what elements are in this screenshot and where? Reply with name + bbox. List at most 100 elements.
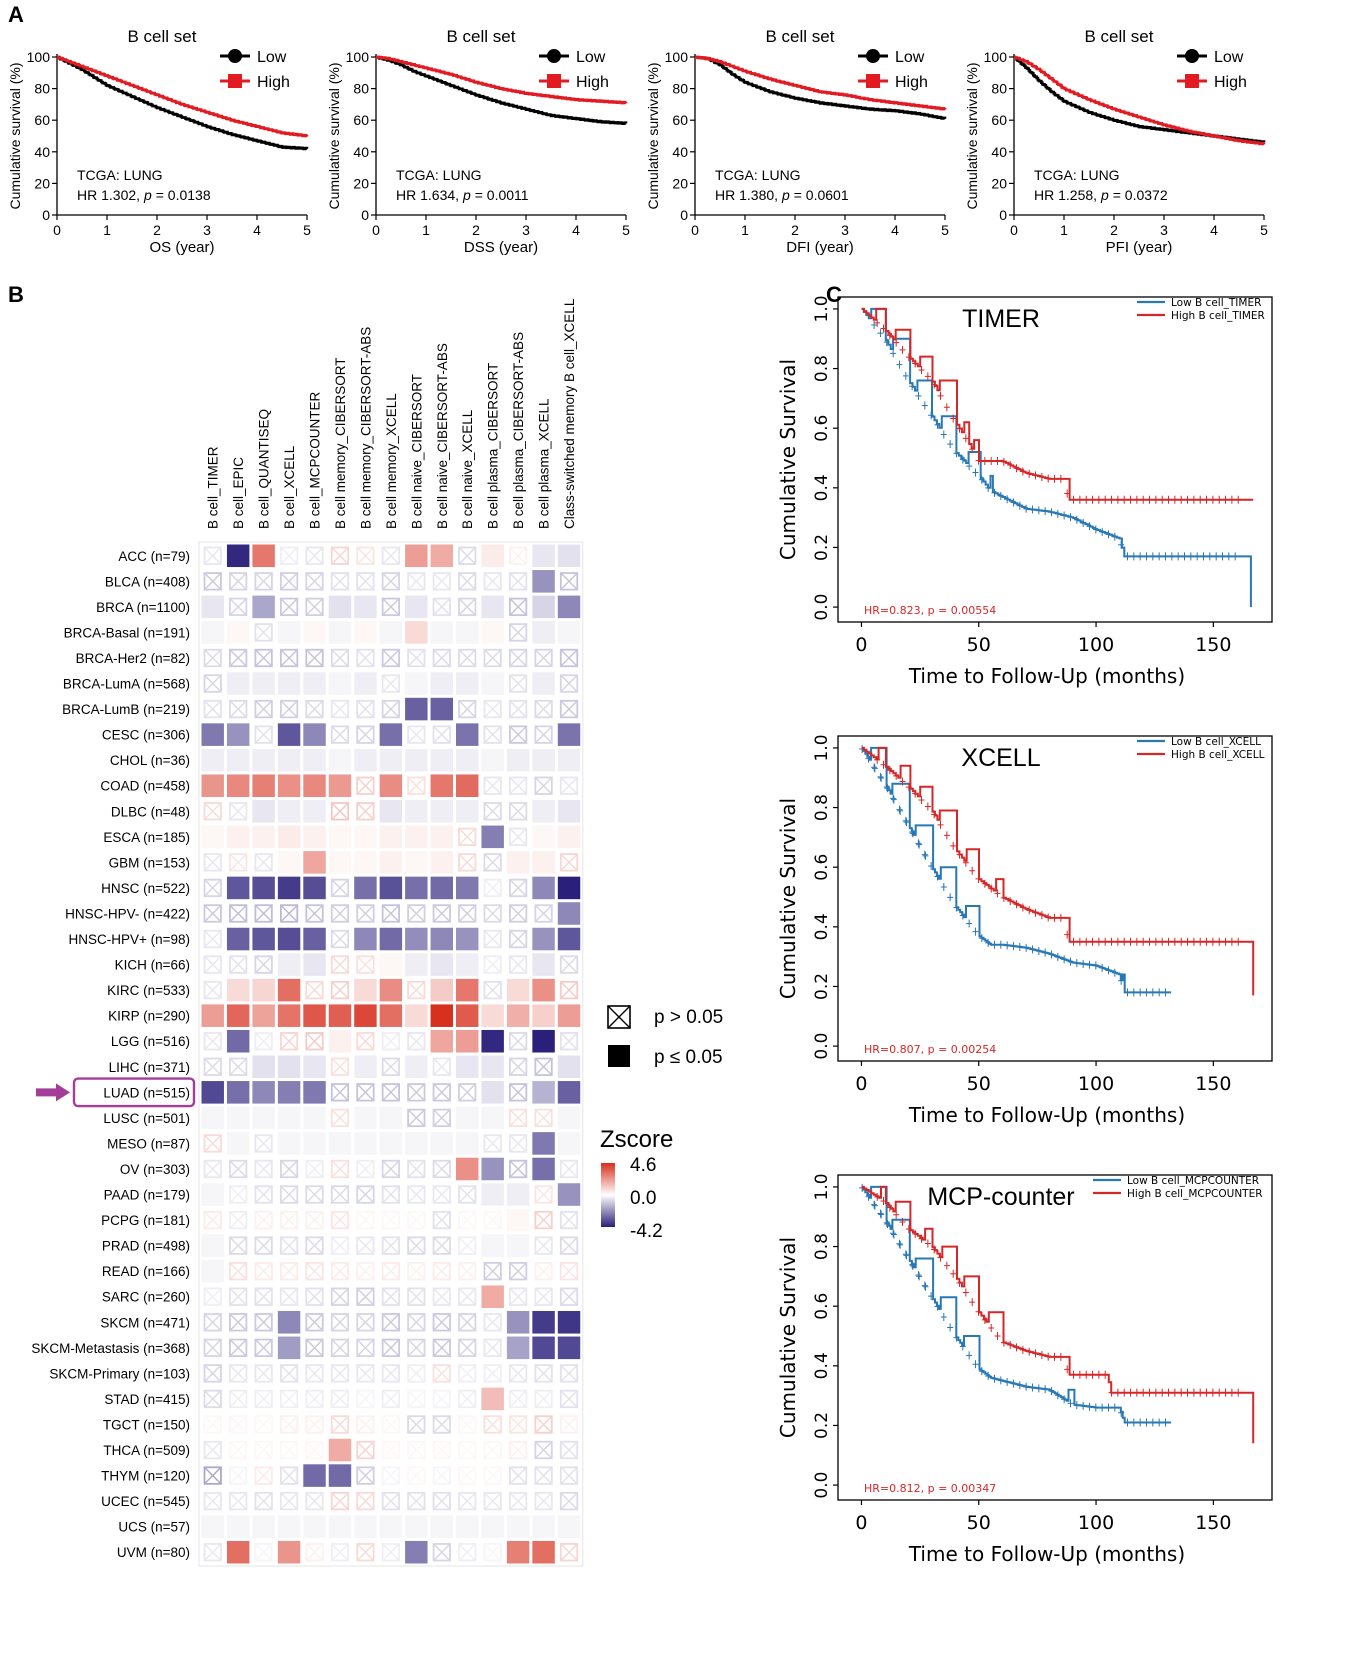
censor-mark <box>921 1281 928 1290</box>
heatmap-cell <box>328 1004 352 1027</box>
sig-cell-fill <box>532 570 555 593</box>
heatmap-cell <box>458 1338 477 1358</box>
censor-mark <box>972 927 979 936</box>
ns-cell-box <box>458 1210 477 1230</box>
heatmap-cell <box>508 699 528 719</box>
censor-mark <box>1105 966 1112 975</box>
heatmap-cell <box>330 955 350 974</box>
heatmap-cell <box>226 1081 250 1104</box>
censor-mark <box>893 771 900 780</box>
ns-cell-cross <box>356 1262 375 1280</box>
sig-cell-fill <box>354 927 377 951</box>
ns-cell-box <box>254 1440 273 1460</box>
sig-cell-fill <box>354 1004 377 1027</box>
heatmap-cell <box>305 1338 324 1358</box>
heatmap-cell <box>305 904 324 923</box>
heatmap-cell <box>203 1389 222 1409</box>
plot-frame <box>837 296 1273 623</box>
censor-mark <box>1070 1370 1077 1379</box>
y-tick-label: 0.8 <box>812 794 832 821</box>
ns-cell-box <box>330 980 350 1000</box>
ns-cell-cross <box>305 700 324 718</box>
ns-cell-cross <box>433 1109 451 1127</box>
heatmap-cell <box>532 851 555 874</box>
ns-cell-cross <box>254 1134 273 1153</box>
censor-mark <box>959 1342 966 1351</box>
heatmap-cell <box>226 1132 250 1155</box>
y-axis-title: Cumulative Survival <box>776 1237 800 1438</box>
heatmap-cell <box>379 953 403 976</box>
legend-label-high: High <box>257 74 290 91</box>
heatmap-cell <box>279 1185 299 1204</box>
heatmap-cell <box>252 876 275 900</box>
ns-cell-cross <box>407 1441 426 1459</box>
curve-low <box>1013 55 1266 144</box>
sig-cell-fill <box>532 595 555 619</box>
heatmap-cell <box>229 1287 248 1306</box>
sig-cell-fill <box>277 1540 301 1564</box>
censor-mark <box>1152 937 1159 946</box>
column-label: B cell_QUANTISEQ <box>257 409 272 529</box>
heatmap-cell <box>532 1029 555 1053</box>
plot-title: B cell set <box>128 27 197 46</box>
heatmap-cell <box>432 1083 451 1102</box>
heatmap-cell <box>430 1004 453 1027</box>
heatmap-cell <box>379 851 403 874</box>
sig-cell-fill <box>379 1004 403 1027</box>
heatmap-cell <box>532 621 555 644</box>
ns-cell-box <box>483 853 502 872</box>
panel-label-a: A <box>8 2 24 27</box>
ns-cell-cross <box>331 725 349 744</box>
sig-cell-fill <box>303 825 326 849</box>
heatmap-cell <box>483 802 502 821</box>
sig-cell-fill <box>532 672 555 695</box>
sig-cell-fill <box>277 851 301 874</box>
ns-cell-box <box>254 1389 273 1409</box>
heatmap-cell <box>557 1183 581 1206</box>
ns-cell-box <box>483 955 502 974</box>
censor-mark <box>1121 495 1128 504</box>
heatmap-cell <box>354 1055 377 1079</box>
ns-cell-box <box>356 546 375 565</box>
censor-mark <box>1057 913 1064 922</box>
ns-cell-cross <box>280 1160 298 1178</box>
censor-mark <box>897 806 904 815</box>
censor-mark <box>1026 469 1033 478</box>
ns-cell-box <box>407 1491 426 1511</box>
x-tick-label: 0 <box>855 634 867 656</box>
ns-cell-cross <box>254 1236 273 1255</box>
ns-cell-box <box>508 1415 528 1434</box>
censor-mark <box>877 1209 884 1218</box>
ns-cell-cross <box>483 725 502 744</box>
ns-cell-cross <box>483 955 502 974</box>
ns-cell-box <box>203 1466 222 1485</box>
censor-mark <box>937 820 944 829</box>
censor-mark <box>918 796 925 805</box>
ns-cell-box <box>356 1364 375 1383</box>
censor-mark <box>1111 532 1118 541</box>
sig-cell-fill <box>277 953 301 976</box>
sig-cell-fill <box>405 544 428 568</box>
x-tick-label: 4 <box>572 222 580 238</box>
heatmap-cell <box>279 1389 299 1409</box>
ns-cell-cross <box>204 1313 222 1332</box>
ns-cell-cross <box>509 1262 527 1280</box>
censor-mark <box>943 831 950 840</box>
ns-cell-box <box>432 904 451 923</box>
ns-cell-box <box>534 1287 553 1306</box>
ns-cell-box <box>356 1466 375 1485</box>
heatmap-cell <box>557 748 581 772</box>
censor-mark <box>883 338 890 347</box>
x-axis-title: DFI (year) <box>786 239 854 256</box>
ns-cell-cross <box>204 700 222 718</box>
ns-cell-cross <box>509 547 527 565</box>
heatmap-cell <box>328 1515 352 1538</box>
sig-cell-fill <box>328 672 352 695</box>
heatmap-cell <box>506 851 530 874</box>
sig-cell-fill <box>532 1132 555 1155</box>
ns-cell-cross <box>509 1058 527 1076</box>
heatmap-cell <box>456 978 479 1002</box>
heatmap-cell <box>356 904 375 923</box>
ns-cell-cross <box>254 623 273 642</box>
sig-cell-fill <box>557 544 581 568</box>
